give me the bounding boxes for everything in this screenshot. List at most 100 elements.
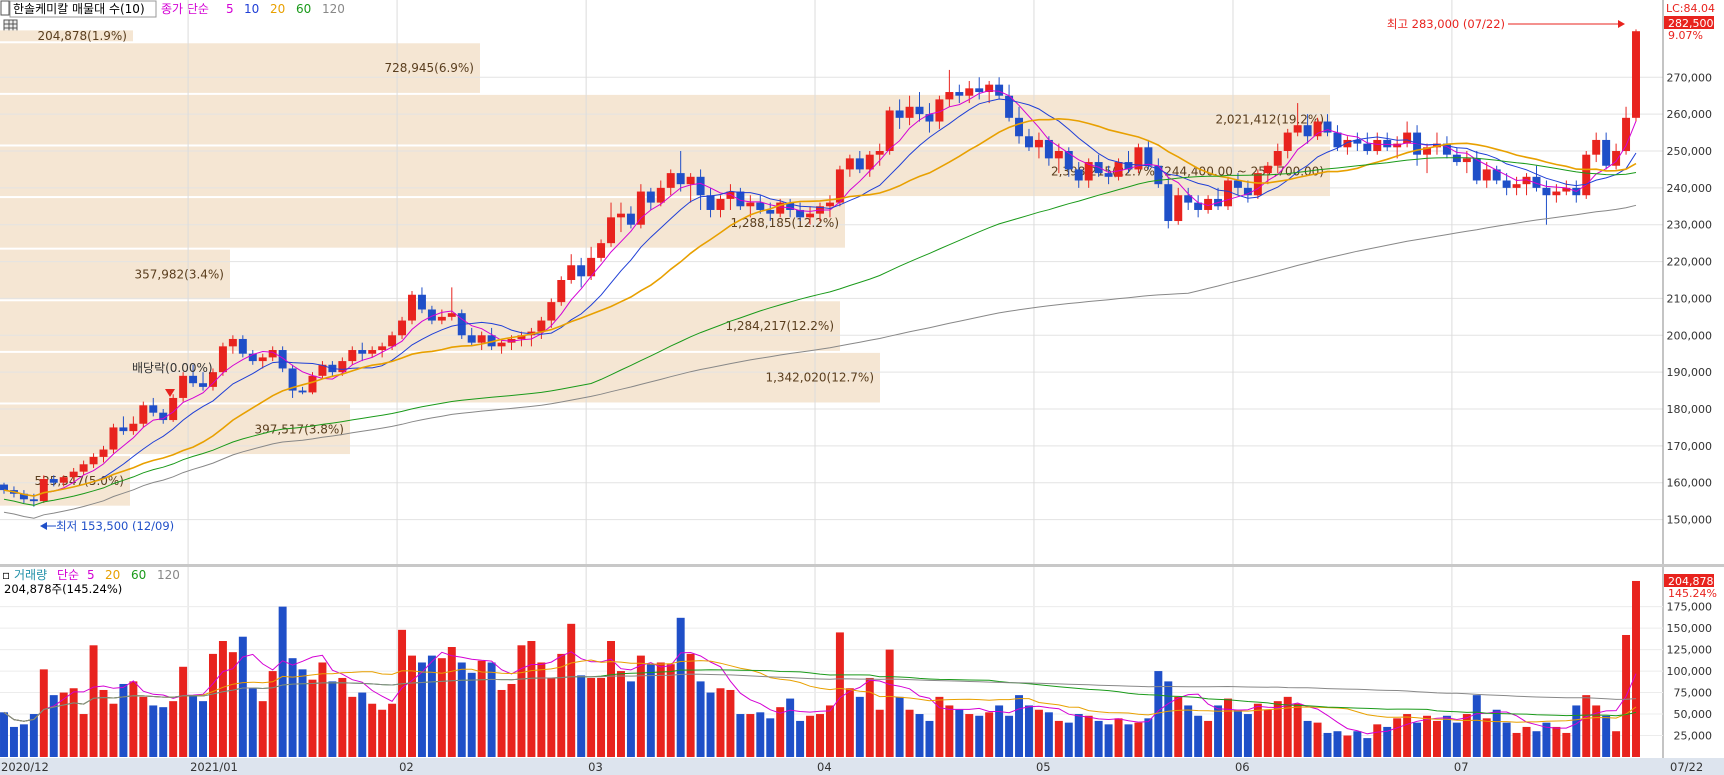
grid-toggle-icon[interactable] [3, 19, 18, 34]
volume-zone-7 [0, 94, 1330, 145]
volume-bar [1144, 718, 1153, 757]
candle [1134, 143, 1143, 174]
volume-panel-header: ▫ 거래량 단순 5 20 60 120 204,878주(145.24%) [2, 568, 180, 596]
price-tick-label: 270,000 [1667, 71, 1713, 84]
candle [1632, 29, 1640, 122]
volume-bar [89, 645, 98, 757]
candle [1502, 173, 1511, 196]
volume-bar [0, 712, 8, 757]
candle [806, 206, 815, 225]
volume-bar [945, 705, 954, 757]
volume-zone-2 [0, 352, 880, 403]
volume-bars [0, 580, 1640, 757]
ma-period-20: 20 [270, 2, 285, 16]
price-tick-label: 250,000 [1667, 145, 1713, 158]
volume-menu-icon[interactable]: ▫ [2, 568, 10, 582]
volume-bar [477, 660, 486, 757]
candle [199, 372, 208, 391]
candle [179, 372, 188, 402]
date-axis-bar [0, 758, 1724, 775]
panel-divider[interactable] [0, 564, 1724, 567]
volume-label: 거래량 [14, 568, 47, 582]
candle [288, 364, 297, 398]
volume-bar [298, 669, 307, 757]
candle [1074, 162, 1083, 188]
candle [1064, 147, 1073, 177]
candle [835, 165, 844, 207]
volume-bar [1054, 720, 1063, 757]
volume-bar [666, 664, 675, 757]
volume-bar [258, 701, 267, 757]
price-tick-label: 230,000 [1667, 219, 1713, 232]
volume-bar [1263, 709, 1272, 757]
volume-bar [865, 677, 874, 757]
ma-period-list: 5 10 20 60 120 [226, 2, 345, 16]
candle [1204, 195, 1213, 214]
candle [1084, 158, 1093, 188]
volume-bar [696, 681, 705, 757]
volume-bar [1094, 720, 1103, 757]
candle [1582, 151, 1591, 199]
volume-bar [139, 696, 148, 757]
candle [497, 338, 506, 354]
candle [1174, 187, 1183, 225]
candle [139, 401, 148, 428]
volume-bar [39, 669, 48, 757]
volume-bar [636, 655, 645, 757]
volume-bar [835, 632, 844, 757]
candle [955, 84, 964, 104]
volume-bar [129, 681, 138, 757]
volume-bar [995, 705, 1004, 757]
volume-bar [975, 715, 984, 757]
candle [1184, 187, 1193, 210]
date-axis-end: 07/22 [1670, 760, 1703, 774]
candle [845, 154, 854, 177]
window-icon[interactable] [0, 0, 10, 16]
volume-info: 204,878주(145.24%) [4, 582, 122, 596]
volume-bar [577, 675, 586, 757]
volume-ma-period-list: 5 20 60 120 [87, 568, 180, 582]
candle [1243, 180, 1252, 203]
volume-bar [557, 653, 566, 757]
candle [626, 206, 635, 229]
date-axis-label: 05 [1036, 760, 1051, 774]
candle [736, 187, 745, 210]
title-box[interactable] [9, 0, 157, 18]
candle [656, 180, 665, 207]
volume-bar [1024, 705, 1033, 757]
candle [1542, 180, 1551, 225]
ma-period-5: 5 [226, 2, 234, 16]
volume-bar [607, 641, 616, 757]
volume-bar [786, 698, 795, 757]
candle [268, 346, 277, 362]
volume-bar [726, 689, 735, 757]
volume-bar [1393, 718, 1402, 757]
volume-bar [806, 715, 815, 757]
candle [89, 453, 98, 468]
volume-bar [457, 662, 466, 757]
candle [119, 416, 128, 435]
volume-bar [925, 720, 934, 757]
volume-bar [1522, 726, 1531, 757]
volume-bar [716, 688, 725, 757]
volume-bar [358, 692, 367, 757]
volume-bar [417, 662, 426, 757]
candle [686, 173, 695, 203]
volume-bar [1632, 580, 1640, 757]
candle [467, 327, 476, 347]
candle [825, 195, 834, 218]
volume-bar [1383, 726, 1392, 757]
volume-bar [49, 695, 58, 757]
candle [766, 202, 775, 222]
candle [1592, 132, 1601, 163]
candle [398, 316, 407, 339]
candle [865, 151, 874, 177]
price-change-pct: 9.07% [1668, 29, 1703, 42]
volume-bar [597, 677, 606, 757]
chart-title: 한솔케미칼 매물대 수(10) [13, 2, 145, 16]
volume-zone-label-5: 1,288,185(12.2%) [730, 216, 839, 230]
ma-line-120 [3, 204, 1637, 519]
price-tick-label: 180,000 [1667, 403, 1713, 416]
candle [1333, 125, 1342, 151]
